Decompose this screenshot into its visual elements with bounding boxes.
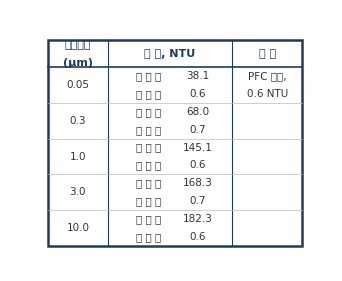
- Text: 0.6: 0.6: [189, 160, 206, 171]
- Text: 0.3: 0.3: [70, 116, 86, 126]
- Text: 증 류 후: 증 류 후: [136, 232, 161, 242]
- Text: 0.05: 0.05: [66, 80, 89, 90]
- Text: 38.1: 38.1: [186, 71, 209, 81]
- Text: 증 류 후: 증 류 후: [136, 89, 161, 99]
- Text: 0.6: 0.6: [189, 89, 206, 99]
- Text: (μm): (μm): [63, 58, 93, 68]
- Text: 0.6: 0.6: [189, 232, 206, 242]
- Text: 증 류 전: 증 류 전: [136, 71, 161, 81]
- Text: 증 류 후: 증 류 후: [136, 125, 161, 135]
- Text: 증 류 전: 증 류 전: [136, 214, 161, 224]
- Text: 182.3: 182.3: [182, 214, 212, 224]
- Text: 증 류 전: 증 류 전: [136, 107, 161, 117]
- Text: 168.3: 168.3: [182, 178, 212, 188]
- Text: 증 류 후: 증 류 후: [136, 196, 161, 206]
- Text: 1.0: 1.0: [70, 151, 86, 162]
- Text: 입자크기: 입자크기: [65, 40, 91, 50]
- Text: 탁 도, NTU: 탁 도, NTU: [144, 49, 196, 59]
- Text: 0.7: 0.7: [189, 125, 206, 135]
- Text: 0.6 NTU: 0.6 NTU: [247, 89, 288, 99]
- Text: 68.0: 68.0: [186, 107, 209, 117]
- Text: 10.0: 10.0: [66, 223, 89, 233]
- Text: 145.1: 145.1: [182, 142, 212, 153]
- Text: 0.7: 0.7: [189, 196, 206, 206]
- Text: PFC 원액,: PFC 원액,: [248, 71, 287, 81]
- Text: 증 류 전: 증 류 전: [136, 142, 161, 153]
- Text: 3.0: 3.0: [70, 187, 86, 197]
- Text: 증 류 전: 증 류 전: [136, 178, 161, 188]
- Text: 참 고: 참 고: [259, 49, 276, 59]
- Text: 증 류 후: 증 류 후: [136, 160, 161, 171]
